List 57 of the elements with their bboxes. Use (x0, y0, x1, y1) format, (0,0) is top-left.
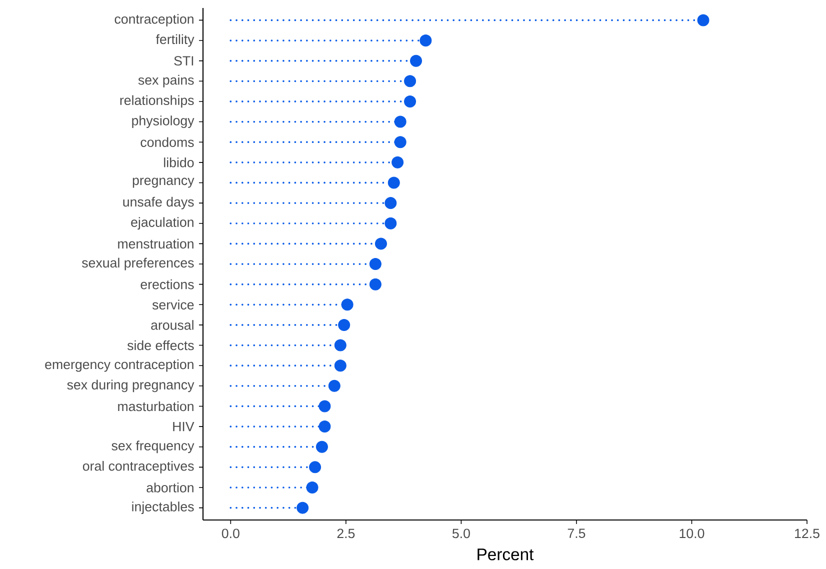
point (697, 14, 710, 26)
point (404, 95, 416, 108)
point (394, 116, 406, 128)
y-tick-label: fertility (156, 34, 194, 47)
point (334, 360, 346, 372)
y-tick-label: HIV (173, 422, 194, 432)
y-tick-label: menstruation (118, 238, 194, 249)
point (404, 75, 416, 88)
point (338, 318, 350, 331)
y-tick-label: emergency contraception (45, 359, 194, 372)
y-tick-label: sexual preferences (82, 258, 194, 270)
y-tick-label: STI (174, 56, 194, 66)
point (394, 136, 406, 148)
x-tick-label: 7.5 (568, 528, 586, 538)
y-tick-label: contraception (114, 14, 194, 26)
y-tick-label: sex pains (138, 74, 194, 88)
y-tick-label: relationships (120, 95, 194, 108)
y-tick-label: erections (140, 279, 194, 290)
x-tick-label: 0.0 (222, 528, 240, 538)
y-tick-label: condoms (140, 137, 194, 147)
x-tick-label: 5.0 (452, 528, 470, 538)
y-tick-label: libido (164, 158, 194, 168)
y-tick-label: side effects (127, 340, 194, 350)
point (309, 461, 322, 474)
point (384, 197, 397, 210)
point (420, 34, 432, 47)
x-axis-title: Percent (478, 548, 534, 560)
point (410, 54, 422, 67)
point (296, 502, 309, 514)
y-tick-label: service (152, 300, 194, 310)
y-tick-label: abortion (146, 482, 194, 492)
point (318, 400, 331, 412)
y-tick-label: ejaculation (131, 217, 194, 230)
y-tick-label: sex during pregnancy (67, 380, 194, 392)
point (341, 298, 354, 311)
y-tick-label: oral contraceptives (82, 460, 194, 474)
point (316, 440, 328, 453)
y-tick-label: arousal (151, 320, 194, 330)
point (374, 238, 387, 250)
y-tick-label: sex frequency (112, 440, 194, 454)
point (384, 217, 397, 230)
y-tick-label: masturbation (118, 401, 194, 412)
point (318, 420, 331, 433)
point (388, 176, 400, 189)
y-tick-label: injectables (132, 502, 194, 514)
point (328, 380, 340, 392)
x-tick-label: 10.0 (680, 528, 704, 538)
x-tick-label: 12.5 (795, 528, 820, 538)
point (369, 258, 382, 270)
point (392, 156, 404, 168)
point (369, 278, 382, 290)
point (306, 481, 318, 494)
x-tick-label: 2.5 (337, 528, 355, 538)
y-tick-label: unsafe days (123, 196, 194, 210)
y-tick-label: pregnancy (132, 178, 194, 188)
point (334, 339, 346, 352)
y-tick-label: physiology (132, 116, 194, 128)
